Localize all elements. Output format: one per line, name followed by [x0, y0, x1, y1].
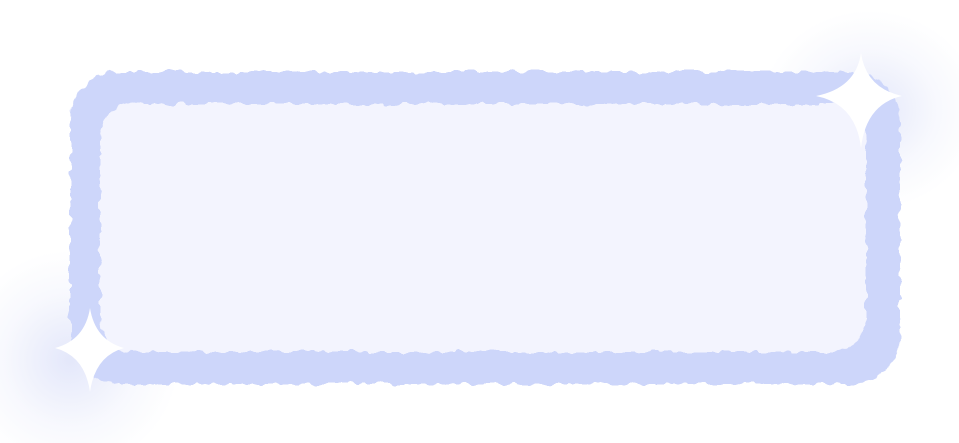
sparkle-icon [55, 308, 124, 392]
sparkle-icon [816, 53, 902, 148]
frame-fill [100, 104, 866, 352]
